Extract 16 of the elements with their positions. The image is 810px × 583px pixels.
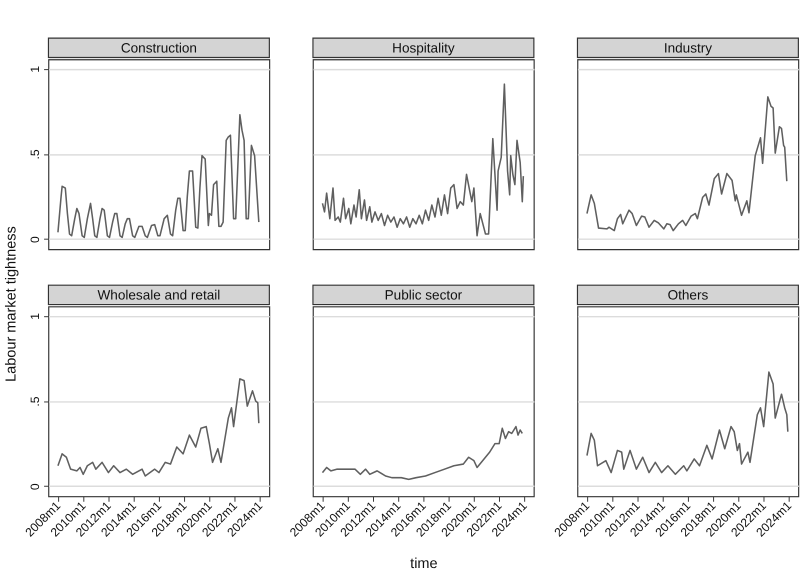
- chart-title: Construction: [120, 40, 197, 56]
- y-tick-label: 1: [28, 312, 42, 320]
- y-tick-label: 0: [28, 236, 42, 243]
- y-axis-title: Labour market tightness: [4, 226, 20, 382]
- y-tick-label: 1: [28, 66, 42, 73]
- chart-title: Others: [668, 288, 708, 303]
- y-tick-label: .5: [28, 149, 42, 160]
- line-series: [57, 114, 260, 238]
- chart-title: Public sector: [384, 288, 463, 303]
- y-tick-label: 0: [28, 483, 42, 490]
- line-series: [57, 378, 260, 477]
- y-tick-label: .5: [28, 396, 42, 407]
- chart-title: Industry: [664, 40, 712, 56]
- chart-title: Wholesale and retail: [98, 288, 220, 303]
- x-axis-title: time: [410, 556, 438, 572]
- chart-title: Hospitality: [392, 40, 455, 56]
